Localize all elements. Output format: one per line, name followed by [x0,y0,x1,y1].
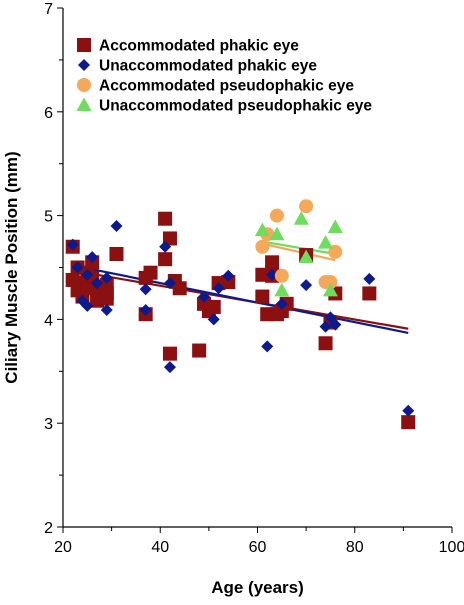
data-point-series-0 [265,255,280,270]
legend-marker-series-3 [76,97,92,111]
legend-label-series-2: Accommodated pseudophakic eye [99,78,354,95]
data-point-series-1 [86,251,99,264]
data-point-series-1 [139,304,152,317]
data-point-series-2 [255,239,270,254]
data-point-series-0 [99,291,114,306]
data-point-series-1 [266,268,279,281]
data-point-series-3 [322,282,338,297]
data-point-series-0 [401,415,416,430]
data-points [65,199,416,430]
legend-label-series-0: Accommodated phakic eye [99,38,299,55]
x-axis-label: Age (years) [211,578,304,597]
data-point-series-1 [139,283,152,296]
data-point-series-1 [198,290,211,303]
data-point-series-0 [99,278,114,293]
data-point-series-0 [158,252,173,267]
data-point-series-1 [329,318,342,331]
data-point-series-3 [269,226,285,241]
data-point-series-0 [172,281,187,296]
data-point-series-0 [143,265,158,280]
data-point-series-1 [275,297,288,310]
legend-marker-series-1 [78,59,90,71]
fit-line-series-1 [72,264,409,334]
legend: Accommodated phakic eye Unaccommodated ph… [76,38,372,115]
legend-marker-series-2 [77,78,91,92]
y-tick-label: 3 [44,416,53,433]
x-tick-label: 40 [151,539,169,556]
axes: 20 40 60 80 100 2 3 4 5 6 7 [44,1,464,556]
y-tick-label: 4 [44,312,53,329]
legend-label-series-3: Unaccommodated pseudophakic eye [99,98,372,115]
data-point-series-0 [192,343,207,358]
data-point-series-0 [255,289,270,304]
data-point-series-0 [109,247,124,262]
data-point-series-1 [222,269,235,282]
x-tick-label: 20 [54,539,72,556]
fit-lines [72,240,409,334]
y-tick-label: 5 [44,209,53,226]
data-point-series-3 [298,249,314,264]
data-point-series-2 [299,199,314,214]
data-point-series-3 [327,219,343,234]
data-point-series-1 [163,277,176,290]
data-point-series-1 [212,282,225,295]
data-point-series-1 [100,271,113,284]
data-point-series-2 [269,208,284,223]
data-point-series-1 [71,261,84,274]
data-point-series-3 [293,211,309,225]
data-point-series-3 [254,222,270,237]
x-tick-label: 100 [439,539,464,556]
legend-label-series-1: Unaccommodated phakic eye [99,58,317,75]
data-point-series-0 [206,299,221,314]
fit-line-series-3 [262,240,336,256]
data-point-series-1 [100,304,113,317]
data-point-series-1 [402,404,415,417]
fit-line-series-2 [262,242,336,262]
data-point-series-1 [66,238,79,251]
data-point-series-1 [300,279,313,292]
data-point-series-1 [110,219,123,232]
y-axis-label: Ciliary Muscle Position (mm) [2,151,21,383]
y-tick-label: 6 [44,105,53,122]
x-tick-label: 80 [346,539,364,556]
data-point-series-0 [318,336,333,351]
data-point-series-1 [163,361,176,374]
data-point-series-1 [363,272,376,285]
data-point-series-1 [261,340,274,353]
data-point-series-1 [81,268,94,281]
data-point-series-1 [159,240,172,253]
legend-marker-series-0 [77,38,91,52]
data-point-series-1 [207,313,220,326]
data-point-series-1 [324,311,337,324]
y-tick-label: 7 [44,1,53,18]
data-point-series-0 [162,231,177,246]
data-point-series-0 [362,286,377,301]
data-point-series-2 [274,268,289,283]
data-point-series-0 [158,211,173,226]
data-point-series-2 [323,275,338,290]
data-point-series-0 [221,275,236,290]
data-point-series-1 [81,299,94,312]
x-tick-label: 60 [249,539,267,556]
y-tick-label: 2 [44,520,53,537]
data-point-series-3 [274,282,290,297]
data-point-series-1 [91,277,104,290]
data-point-series-0 [162,346,177,361]
data-point-series-3 [318,235,334,249]
data-point-series-1 [319,320,332,333]
